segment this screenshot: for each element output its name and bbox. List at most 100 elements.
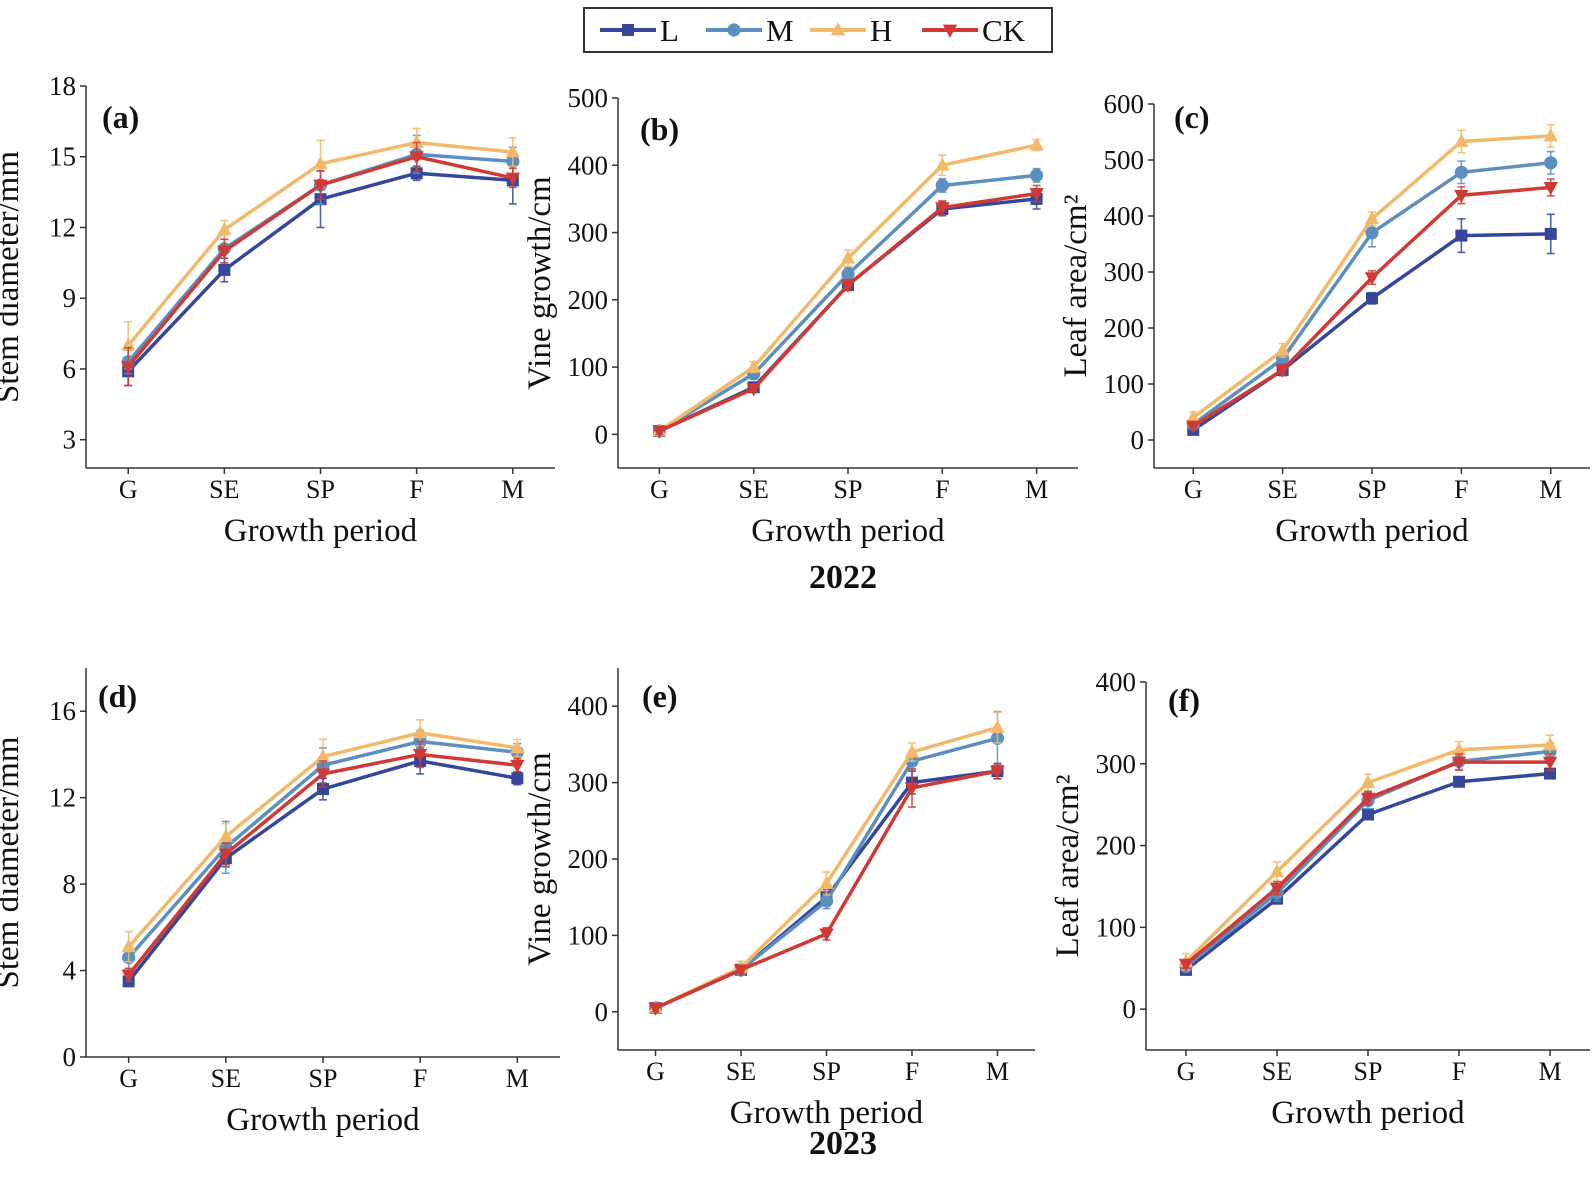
x-tick-label: SP xyxy=(834,475,863,504)
legend-label: CK xyxy=(982,13,1026,48)
y-axis-title: Vine growth/cm xyxy=(522,176,558,390)
y-tick-label: 16 xyxy=(49,696,76,726)
y-tick-label: 6 xyxy=(63,354,77,384)
x-tick-label: SE xyxy=(726,1057,756,1086)
legend-marker xyxy=(942,24,958,38)
y-tick-label: 8 xyxy=(63,869,77,899)
y-tick-label: 300 xyxy=(568,218,609,248)
y-tick-label: 200 xyxy=(568,844,609,874)
y-tick-label: 0 xyxy=(595,419,609,449)
data-point-h xyxy=(1543,128,1558,142)
x-tick-label: SP xyxy=(309,1064,338,1093)
x-tick-label: SP xyxy=(812,1057,841,1086)
y-tick-label: 400 xyxy=(568,150,609,180)
y-tick-label: 300 xyxy=(568,768,609,798)
data-point-l xyxy=(1455,229,1468,242)
data-point-ck xyxy=(1542,756,1558,770)
data-point-ck xyxy=(652,425,667,439)
data-point-l xyxy=(511,772,524,785)
data-point-h xyxy=(409,134,424,148)
data-point-ck xyxy=(313,179,328,193)
legend-entry-ck: CK xyxy=(922,13,1026,48)
data-point-ck xyxy=(1364,272,1380,286)
x-tick-label: M xyxy=(1539,475,1562,504)
y-tick-label: 0 xyxy=(1123,994,1137,1024)
data-point-ck xyxy=(1269,882,1285,896)
x-tick-label: G xyxy=(1177,1057,1196,1086)
legend-label: M xyxy=(766,13,794,48)
data-point-ck xyxy=(990,765,1005,779)
data-point-m xyxy=(1030,168,1044,182)
y-tick-label: 100 xyxy=(568,920,609,950)
y-tick-label: 200 xyxy=(568,285,609,315)
series-h xyxy=(121,719,525,963)
legend-entry-m: M xyxy=(706,13,794,48)
data-point-h xyxy=(510,740,525,754)
data-point-h xyxy=(1275,342,1290,356)
x-tick-label: F xyxy=(1454,475,1468,504)
x-tick-label: SP xyxy=(1354,1057,1383,1086)
x-tick-label: SP xyxy=(306,475,335,504)
y-tick-label: 200 xyxy=(1096,831,1137,861)
data-point-ck xyxy=(1451,756,1467,770)
legend-entry-l: L xyxy=(600,13,679,48)
legend-marker xyxy=(830,22,846,36)
data-point-m xyxy=(935,178,949,193)
x-tick-label: G xyxy=(646,1057,665,1086)
legend-label: H xyxy=(870,13,892,48)
y-tick-label: 400 xyxy=(568,691,609,721)
x-tick-label: F xyxy=(1452,1057,1466,1086)
x-tick-label: SE xyxy=(209,475,239,504)
data-point-ck xyxy=(409,151,424,165)
data-point-h xyxy=(819,875,834,889)
data-point-h xyxy=(1269,863,1285,878)
data-point-ck xyxy=(733,964,749,978)
x-tick-label: F xyxy=(413,1064,427,1093)
panel-label: (f) xyxy=(1168,682,1200,718)
data-point-m xyxy=(1454,165,1468,179)
y-tick-label: 100 xyxy=(568,352,609,382)
x-tick-label: F xyxy=(935,475,949,504)
y-axis-title: Vine growth/cm xyxy=(522,752,558,966)
x-tick-label: F xyxy=(905,1057,919,1086)
data-point-ck xyxy=(1178,958,1194,972)
panel-label: (e) xyxy=(642,678,678,714)
y-tick-label: 9 xyxy=(63,283,77,313)
data-point-l xyxy=(1453,775,1466,788)
y-tick-label: 100 xyxy=(1104,369,1145,399)
data-point-h xyxy=(315,748,331,763)
data-point-h xyxy=(121,938,136,953)
y-tick-label: 400 xyxy=(1104,201,1145,231)
y-tick-label: 100 xyxy=(1096,912,1137,942)
x-tick-label: G xyxy=(1184,475,1203,504)
data-point-l xyxy=(317,783,329,796)
x-tick-label: M xyxy=(1538,1057,1561,1086)
x-tick-label: M xyxy=(986,1057,1009,1086)
y-tick-label: 0 xyxy=(63,1042,77,1072)
data-point-l xyxy=(1362,808,1374,821)
legend-marker xyxy=(622,24,634,36)
panels: 3 6 9 12 15 18 G SE SP F M Growth period Stem diamet… xyxy=(0,71,1590,1138)
x-tick-label: G xyxy=(119,1064,138,1093)
x-tick-label: F xyxy=(409,475,423,504)
y-tick-label: 200 xyxy=(1104,313,1145,343)
series-m xyxy=(1186,150,1558,431)
panel-label: (c) xyxy=(1174,99,1210,135)
data-point-ck xyxy=(218,848,234,862)
panel-e: 0 100 200 300 400 G SE SP F M Growth period Vine gr… xyxy=(522,668,1035,1131)
data-point-h xyxy=(1029,137,1044,151)
data-point-h xyxy=(505,144,520,158)
data-point-l xyxy=(1544,227,1557,240)
data-point-m xyxy=(1365,226,1379,240)
x-tick-label: SE xyxy=(211,1064,241,1093)
legend: L M H CK xyxy=(583,7,1053,53)
x-axis-title: Growth period xyxy=(224,513,418,549)
x-tick-label: M xyxy=(1025,475,1048,504)
series-ck xyxy=(648,762,1005,1016)
panel-c: 0 100 200 300 400 500 600 G SE SP F M Growth period L… xyxy=(1058,89,1590,549)
data-point-h xyxy=(313,156,328,170)
y-axis-title: Leaf area/cm² xyxy=(1058,194,1094,377)
data-point-h xyxy=(218,828,234,842)
panel-d: 0 4 8 12 16 G SE SP F M Growth period Stem diameter… xyxy=(0,668,560,1138)
data-point-h xyxy=(1360,774,1376,788)
